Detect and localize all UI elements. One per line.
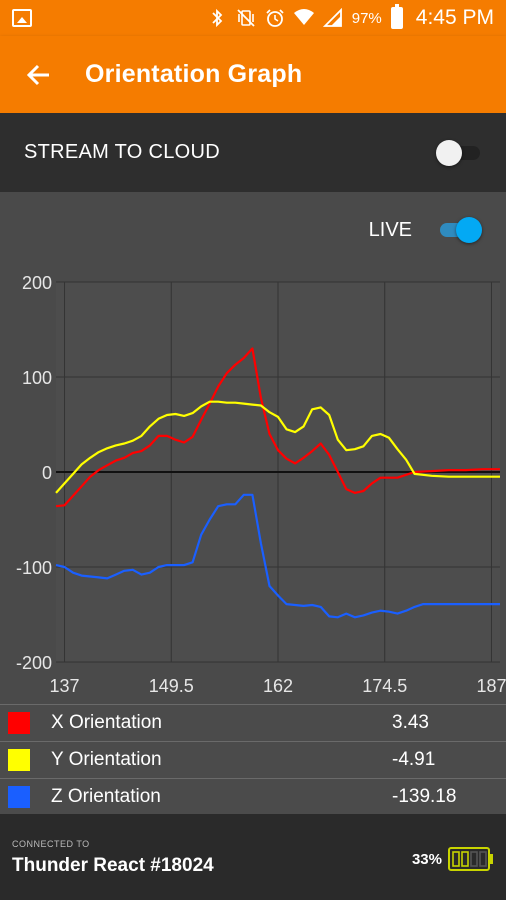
legend: X Orientation 3.43 Y Orientation -4.91 Z… <box>0 704 506 815</box>
arrow-left-icon[interactable] <box>24 60 54 90</box>
x-tick-label: 174.5 <box>362 676 407 696</box>
device-name: Thunder React #18024 <box>12 855 214 876</box>
signal-icon <box>322 8 342 27</box>
y-tick-label: 100 <box>22 368 52 388</box>
battery-bar <box>461 851 469 867</box>
stream-to-cloud-toggle[interactable] <box>436 139 482 166</box>
legend-value-y: -4.91 <box>392 749 436 770</box>
battery-bar <box>452 851 460 867</box>
x-tick-label: 149.5 <box>149 676 194 696</box>
y-tick-label: -200 <box>16 653 52 673</box>
orientation-chart: 200 100 0 -100 -200 137 149.5 162 174.5 187 <box>0 270 506 702</box>
battery-percent: 97% <box>351 9 382 27</box>
connected-to-label: CONNECTED TO <box>12 839 90 849</box>
connection-footer[interactable]: CONNECTED TO Thunder React #18024 33% <box>0 814 506 900</box>
toggle-thumb <box>456 217 482 243</box>
vibrate-mute-icon <box>237 9 255 27</box>
live-row: LIVE <box>369 217 482 243</box>
page-title: Orientation Graph <box>85 60 303 88</box>
legend-value-z: -139.18 <box>392 785 457 807</box>
app-bar: Orientation Graph <box>0 36 506 113</box>
clock: 4:45 PM <box>415 6 494 29</box>
live-label: LIVE <box>368 218 412 241</box>
device-battery: 33% <box>412 847 494 871</box>
battery-icon <box>390 4 403 29</box>
legend-name-x: X Orientation <box>51 712 162 733</box>
legend-row-y: Y Orientation -4.91 <box>0 741 506 778</box>
device-battery-icon <box>448 847 493 871</box>
y-tick-label: -100 <box>16 558 52 578</box>
series-line-z <box>55 493 500 619</box>
battery-bar <box>470 851 478 867</box>
gallery-icon <box>12 9 32 27</box>
y-tick-label: 200 <box>22 273 52 293</box>
legend-name-y: Y Orientation <box>51 749 162 770</box>
alarm-icon <box>266 9 284 27</box>
wifi-icon <box>293 9 314 25</box>
status-right: 97% 4:45 PM <box>207 4 494 30</box>
series-line-x <box>55 347 500 508</box>
bluetooth-icon <box>212 8 223 28</box>
stream-to-cloud-label: STREAM TO CLOUD <box>24 141 221 163</box>
status-left <box>12 9 207 27</box>
toggle-thumb <box>436 139 462 166</box>
legend-row-z: Z Orientation -139.18 <box>0 778 506 815</box>
legend-swatch-z <box>8 785 30 808</box>
series-line-y <box>55 400 500 494</box>
x-tick-label: 162 <box>263 676 293 696</box>
live-toggle[interactable] <box>436 217 482 243</box>
y-tick-label: 0 <box>42 463 52 483</box>
legend-value-x: 3.43 <box>392 712 429 733</box>
legend-name-z: Z Orientation <box>51 785 161 807</box>
legend-swatch-x <box>8 712 30 734</box>
device-battery-percent: 33% <box>411 850 442 868</box>
x-tick-label: 137 <box>50 676 80 696</box>
legend-swatch-y <box>8 749 30 771</box>
stream-to-cloud-row: STREAM TO CLOUD <box>0 113 506 192</box>
status-bar: 97% 4:45 PM <box>0 0 506 36</box>
legend-row-x: X Orientation 3.43 <box>0 704 506 741</box>
battery-bar <box>479 851 487 867</box>
orientation-chart-svg: 200 100 0 -100 -200 137 149.5 162 174.5 187 <box>16 273 506 696</box>
x-tick-label: 187 <box>476 676 506 696</box>
